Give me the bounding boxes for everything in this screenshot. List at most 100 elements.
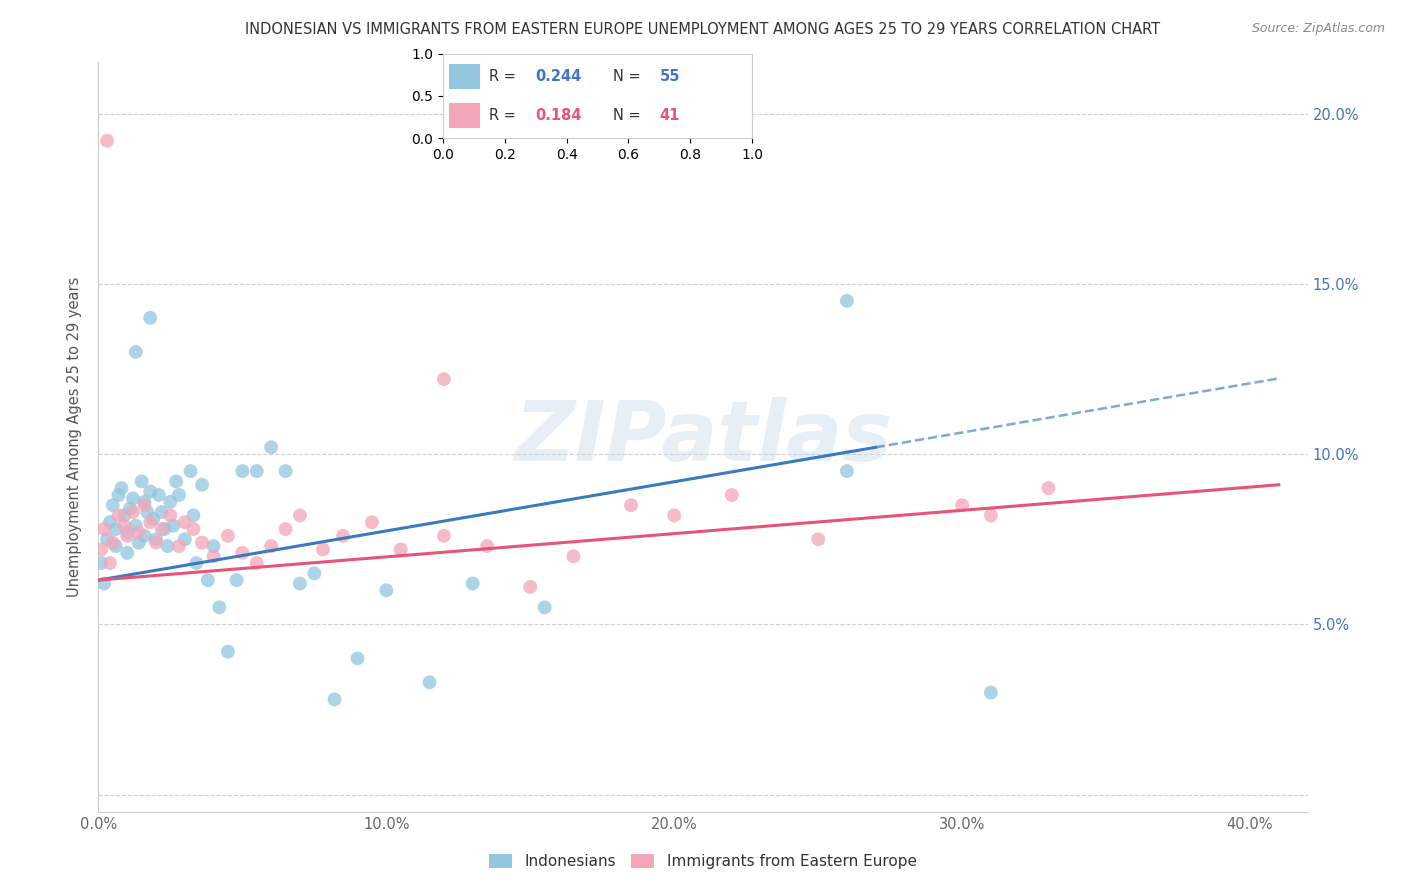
Point — [208, 600, 231, 615]
Point — [519, 580, 541, 594]
Text: Source: ZipAtlas.com: Source: ZipAtlas.com — [1251, 22, 1385, 36]
Text: 0.244: 0.244 — [536, 69, 582, 84]
Point — [183, 508, 205, 523]
Text: N =: N = — [613, 108, 645, 123]
Point — [186, 556, 208, 570]
Point — [122, 491, 145, 506]
Point — [231, 464, 253, 478]
Point — [142, 512, 165, 526]
Point — [159, 495, 181, 509]
Point — [191, 477, 214, 491]
Point — [110, 481, 132, 495]
Point — [183, 522, 205, 536]
Point — [93, 576, 115, 591]
Point — [720, 488, 742, 502]
Point — [664, 508, 686, 523]
Point — [533, 600, 555, 615]
Point — [197, 573, 219, 587]
Point — [145, 535, 167, 549]
Point — [375, 583, 398, 598]
Point — [231, 546, 253, 560]
Point — [104, 522, 127, 536]
Point — [165, 475, 187, 489]
Point — [145, 533, 167, 547]
Point — [139, 484, 162, 499]
Text: ZIPatlas: ZIPatlas — [515, 397, 891, 477]
Point — [389, 542, 412, 557]
Point — [156, 539, 179, 553]
Point — [96, 533, 118, 547]
Text: R =: R = — [489, 108, 520, 123]
Point — [807, 533, 830, 547]
Point — [122, 505, 145, 519]
Point — [217, 645, 239, 659]
Point — [115, 529, 138, 543]
Point — [139, 515, 162, 529]
Bar — [449, 103, 479, 128]
Point — [835, 293, 858, 308]
Point — [98, 556, 121, 570]
Point — [288, 576, 311, 591]
Point — [202, 549, 225, 564]
Legend: Indonesians, Immigrants from Eastern Europe: Indonesians, Immigrants from Eastern Eur… — [484, 848, 922, 875]
Text: N =: N = — [613, 69, 645, 84]
Point — [131, 475, 153, 489]
Point — [167, 488, 190, 502]
Point — [418, 675, 440, 690]
Point — [150, 522, 173, 536]
Point — [112, 508, 135, 523]
Point — [115, 546, 138, 560]
Point — [139, 310, 162, 325]
Point — [461, 576, 484, 591]
Point — [167, 539, 190, 553]
Text: INDONESIAN VS IMMIGRANTS FROM EASTERN EUROPE UNEMPLOYMENT AMONG AGES 25 TO 29 YE: INDONESIAN VS IMMIGRANTS FROM EASTERN EU… — [246, 22, 1160, 37]
Point — [562, 549, 585, 564]
Point — [323, 692, 346, 706]
Point — [125, 345, 148, 359]
Point — [125, 518, 148, 533]
Point — [202, 539, 225, 553]
Point — [304, 566, 326, 581]
Point — [433, 372, 456, 386]
Point — [90, 542, 112, 557]
Point — [312, 542, 335, 557]
Point — [346, 651, 368, 665]
Point — [173, 533, 195, 547]
Point — [134, 495, 156, 509]
Point — [835, 464, 858, 478]
Point — [107, 488, 129, 502]
Point — [115, 525, 138, 540]
Point — [134, 498, 156, 512]
Point — [153, 522, 176, 536]
Point — [90, 556, 112, 570]
Point — [128, 535, 150, 549]
Point — [260, 440, 283, 454]
Bar — [449, 63, 479, 89]
Point — [274, 464, 297, 478]
Point — [112, 518, 135, 533]
Y-axis label: Unemployment Among Ages 25 to 29 years: Unemployment Among Ages 25 to 29 years — [67, 277, 83, 598]
Text: 41: 41 — [659, 108, 679, 123]
Point — [150, 505, 173, 519]
Point — [173, 515, 195, 529]
Point — [120, 501, 142, 516]
Point — [332, 529, 354, 543]
Point — [162, 518, 184, 533]
Point — [98, 515, 121, 529]
Point — [246, 464, 269, 478]
Text: 0.184: 0.184 — [536, 108, 582, 123]
Point — [1038, 481, 1060, 495]
Point — [191, 535, 214, 549]
Point — [475, 539, 498, 553]
Point — [260, 539, 283, 553]
Point — [433, 529, 456, 543]
Point — [104, 539, 127, 553]
Point — [980, 685, 1002, 699]
Point — [361, 515, 384, 529]
Text: R =: R = — [489, 69, 520, 84]
Point — [93, 522, 115, 536]
Point — [246, 556, 269, 570]
Point — [136, 505, 159, 519]
Point — [128, 525, 150, 540]
Text: 55: 55 — [659, 69, 681, 84]
